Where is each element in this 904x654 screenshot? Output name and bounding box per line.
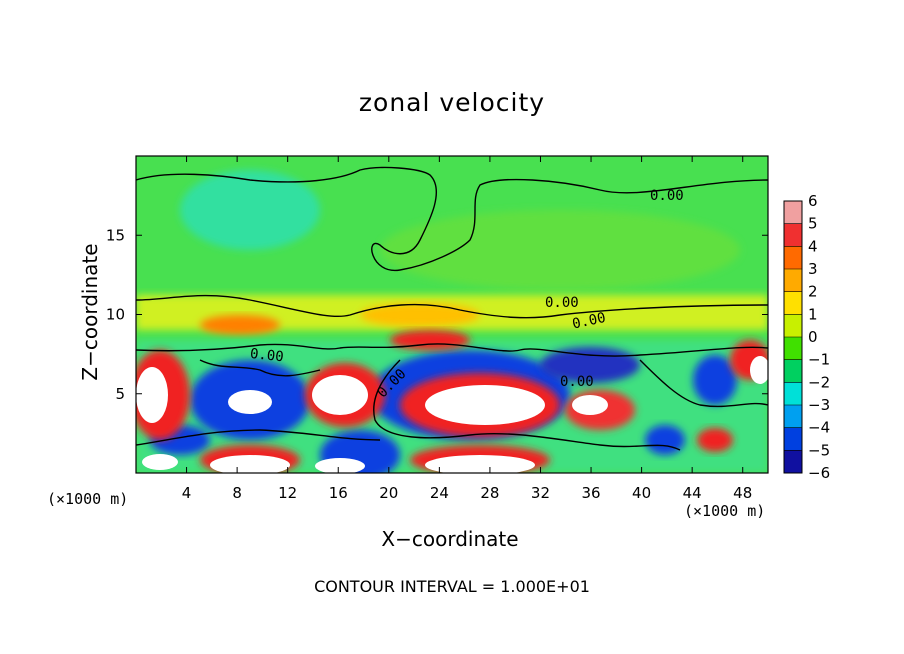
contour-lines [136, 166, 768, 451]
contour-label: 0.00 [571, 310, 607, 333]
x-tick-label: 20 [379, 484, 398, 502]
contour-line [199, 359, 321, 377]
colorbar-swatch [784, 450, 802, 474]
colorbar-swatch [784, 427, 802, 451]
field-green-patch [380, 210, 740, 290]
x-tick-label: 48 [733, 484, 752, 502]
contour-label: 0.00 [650, 188, 684, 204]
colorbar-label: 2 [808, 283, 818, 301]
colorbar-label: 6 [808, 192, 818, 210]
contour-line [639, 359, 768, 408]
contour-label: 0.00 [249, 346, 284, 365]
white-core [425, 385, 545, 425]
x-axis: 4 8 12 16 20 24 28 32 36 40 44 48 [182, 156, 752, 502]
white-core [142, 454, 178, 470]
field-plot [136, 156, 768, 473]
y-tick-label: 15 [106, 226, 125, 244]
colorbar-label: −5 [808, 441, 830, 459]
contour-line [136, 294, 561, 319]
contour-label: 0.00 [560, 374, 594, 390]
chart-title: zonal velocity [358, 88, 546, 117]
x-unit-right: (×1000 m) [684, 502, 766, 520]
y-tick-label: 10 [106, 306, 125, 324]
y-tick-label: 5 [115, 385, 125, 403]
colorbar-swatch [784, 201, 802, 225]
x-tick-label: 32 [531, 484, 550, 502]
red-blob [697, 428, 733, 452]
x-tick-label: 28 [480, 484, 499, 502]
contour-line [136, 343, 768, 357]
blue-blob [645, 425, 685, 455]
colorbar-swatch [784, 314, 802, 338]
white-core [312, 375, 368, 415]
colorbar-label: 5 [808, 215, 818, 233]
x-tick-label: 16 [329, 484, 348, 502]
white-core [228, 390, 272, 414]
x-tick-label: 4 [182, 484, 192, 502]
colorbar-label: −6 [808, 464, 830, 482]
blue-blob [693, 355, 737, 405]
contour-line [136, 429, 381, 446]
white-core [136, 367, 168, 423]
x-tick-label: 40 [632, 484, 651, 502]
contour-line [559, 304, 768, 316]
colorbar-swatch [784, 269, 802, 293]
colorbar: 6 5 4 3 2 1 0 −1 −2 −3 −4 −5 −6 [783, 192, 830, 482]
x-tick-label: 44 [683, 484, 702, 502]
x-axis-label: X−coordinate [381, 527, 519, 551]
field-cyan-patch [180, 170, 320, 250]
x-unit-left: (×1000 m) [47, 490, 129, 508]
colorbar-label: −4 [808, 419, 830, 437]
white-core [572, 395, 608, 415]
x-tick-label: 36 [581, 484, 600, 502]
field-orange-patch-2 [200, 315, 280, 335]
contour-interval-note: CONTOUR INTERVAL = 1.000E+01 [314, 577, 590, 596]
colorbar-label: −3 [808, 396, 830, 414]
contour-line [136, 166, 768, 271]
white-core [210, 455, 290, 473]
contour-label: 0.00 [545, 295, 579, 311]
colorbar-swatch [784, 246, 802, 270]
contour-line [373, 359, 681, 451]
colorbar-label: 0 [808, 328, 818, 346]
field-orange-patch [360, 303, 480, 327]
y-axis: 5 10 15 [106, 226, 768, 403]
x-tick-label: 12 [278, 484, 297, 502]
colorbar-swatch [784, 359, 802, 383]
white-core [315, 458, 365, 473]
colorbar-swatch [784, 223, 802, 247]
colorbar-swatch [784, 405, 802, 429]
colorbar-label: 1 [808, 305, 818, 323]
white-core [425, 455, 535, 473]
x-tick-label: 24 [430, 484, 449, 502]
colorbar-label: −1 [808, 351, 830, 369]
x-tick-label: 8 [232, 484, 242, 502]
colorbar-label: 4 [808, 237, 818, 255]
colorbar-swatch [784, 382, 802, 406]
white-core [750, 356, 768, 384]
colorbar-label: 3 [808, 260, 818, 278]
colorbar-swatch [784, 337, 802, 361]
colorbar-swatch [784, 291, 802, 315]
colorbar-label: −2 [808, 373, 830, 391]
